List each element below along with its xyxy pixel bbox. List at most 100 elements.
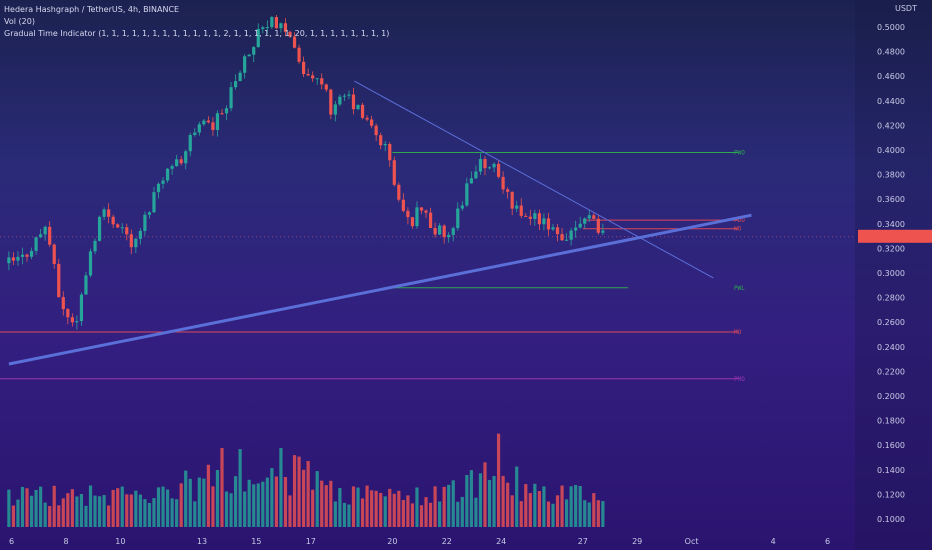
price-tick-label: 0.3000 <box>877 269 905 278</box>
candle-body <box>84 275 88 295</box>
volume-bar <box>39 486 43 527</box>
volume-bar <box>478 473 483 527</box>
volume-bar <box>265 477 269 527</box>
volume-bar <box>57 505 61 527</box>
candle-body <box>433 227 437 235</box>
volume-bar <box>116 488 120 527</box>
candle-body <box>587 215 591 219</box>
date-tick-label: 10 <box>115 537 125 546</box>
volume-bar <box>188 478 192 527</box>
candle-body <box>351 94 356 110</box>
volume-bar <box>161 486 165 527</box>
date-tick-label: 15 <box>251 537 261 546</box>
volume-bar <box>469 470 473 527</box>
candle-body <box>542 218 546 225</box>
date-tick-label: 20 <box>387 537 397 546</box>
price-tick-label: 0.4400 <box>877 97 905 106</box>
candle-body <box>428 212 433 228</box>
volume-bar <box>93 495 97 527</box>
price-tick-label: 0.2800 <box>877 294 905 303</box>
price-tick-label: 0.3800 <box>877 171 905 180</box>
candle-body <box>447 234 451 238</box>
candle-body <box>601 230 605 233</box>
volume-bar <box>347 504 351 527</box>
volume-bar <box>43 502 47 527</box>
candle-body <box>147 212 152 215</box>
candle-body <box>197 124 201 133</box>
volume-bar <box>433 486 437 527</box>
candle-body <box>261 27 265 29</box>
price-tick-label: 0.2400 <box>877 343 905 352</box>
candle-body <box>252 47 256 55</box>
candle-body <box>569 230 573 240</box>
candle-body <box>347 94 351 96</box>
volume-bar <box>401 500 405 527</box>
candle-body <box>496 163 501 177</box>
candle-body <box>410 217 415 227</box>
candle-body <box>510 191 514 209</box>
price-tick-label: 0.4800 <box>877 48 905 57</box>
candle-body <box>487 167 492 169</box>
volume-bar <box>428 502 433 527</box>
volume-bar <box>292 455 297 527</box>
candle-body <box>175 159 179 167</box>
candle-body <box>524 215 528 217</box>
volume-bar <box>456 501 460 527</box>
level-label-pmo: PMO <box>734 376 745 383</box>
volume-bar <box>415 487 419 527</box>
volume-bar <box>447 484 451 527</box>
volume-bar <box>460 496 464 527</box>
candle-body <box>533 213 537 219</box>
price-tick-label: 0.3600 <box>877 195 905 204</box>
volume-bar <box>111 489 115 527</box>
candle-body <box>537 213 541 225</box>
volume-bar <box>16 499 20 527</box>
price-tick-label: 0.3400 <box>877 220 905 229</box>
candle-body <box>188 134 192 152</box>
level-label-pdo: PDO <box>734 217 745 224</box>
candle-body <box>528 216 532 219</box>
candle-body <box>397 184 401 200</box>
candle-body <box>52 244 56 264</box>
candle-body <box>152 192 156 213</box>
volume-bar <box>97 496 102 527</box>
volume-bar <box>592 493 596 527</box>
volume-bar <box>107 505 111 527</box>
candle-body <box>279 23 283 29</box>
volume-bar <box>528 493 532 527</box>
candle-body <box>238 72 242 82</box>
candle-body <box>311 75 315 79</box>
volume-bar <box>496 433 501 527</box>
volume-bar <box>424 497 428 527</box>
candle-body <box>156 183 161 193</box>
candle-body <box>338 96 342 105</box>
candle-body <box>388 143 392 161</box>
candle-body <box>125 227 129 235</box>
candle-body <box>283 23 288 32</box>
volume-bar <box>279 448 283 527</box>
volume-bar <box>487 479 492 527</box>
volume-bar <box>215 469 220 527</box>
candle-body <box>379 135 383 146</box>
indicator-legend: Gradual Time Indicator (1, 1, 1, 1, 1, 1… <box>4 29 390 38</box>
volume-bar <box>179 483 183 527</box>
volume-bar <box>578 485 582 527</box>
volume-bar <box>88 485 93 527</box>
candle-body <box>302 61 306 75</box>
candle-body <box>555 227 560 235</box>
volume-bar <box>247 479 251 527</box>
candle-body <box>16 256 20 261</box>
candle-body <box>288 31 292 37</box>
candle-body <box>57 263 61 298</box>
candle-body <box>374 125 378 136</box>
volume-bar <box>555 495 560 527</box>
volume-bar <box>351 486 356 527</box>
candle-body <box>111 216 115 225</box>
candle-body <box>519 205 523 216</box>
volume-bar <box>252 484 256 527</box>
candle-body <box>329 89 333 115</box>
candle-body <box>401 199 405 211</box>
candle-body <box>224 108 229 114</box>
volume-bar <box>392 493 396 527</box>
